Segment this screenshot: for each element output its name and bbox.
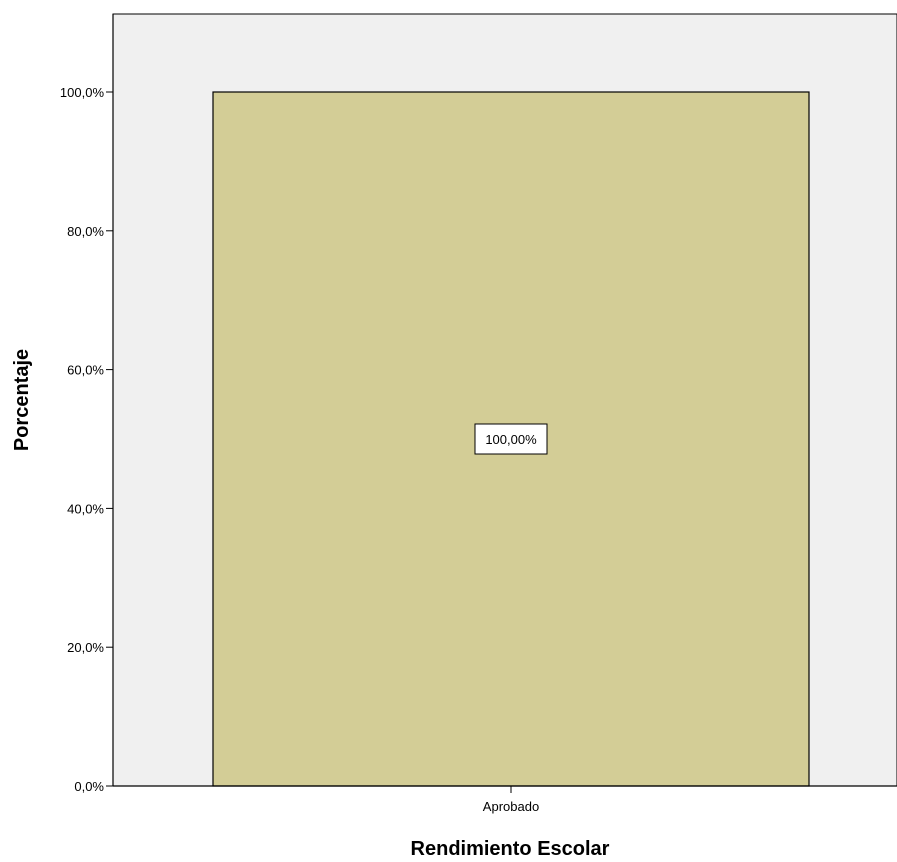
- y-tick-label: 100,0%: [60, 85, 105, 100]
- data-label-box: [474, 423, 548, 455]
- y-axis-title: Porcentaje: [11, 349, 33, 451]
- data-label: 100,00%: [485, 432, 537, 447]
- y-tick-label: 60,0%: [67, 363, 104, 378]
- y-tick-label: 40,0%: [67, 501, 104, 516]
- x-ticks-layer: Aprobado: [483, 786, 539, 814]
- axes-layer: [112, 14, 897, 787]
- y-tick-label: 20,0%: [67, 640, 104, 655]
- y-ticks-layer: 0,0% 20,0% 40,0% 60,0% 80,0% 100,0%: [60, 85, 113, 794]
- x-axis-title: Rendimiento Escolar: [411, 838, 610, 860]
- data-labels-layer: 100,00%: [474, 423, 548, 455]
- x-tick-label: Aprobado: [483, 799, 539, 814]
- y-tick-label: 0,0%: [74, 779, 104, 794]
- y-tick-label: 80,0%: [67, 224, 104, 239]
